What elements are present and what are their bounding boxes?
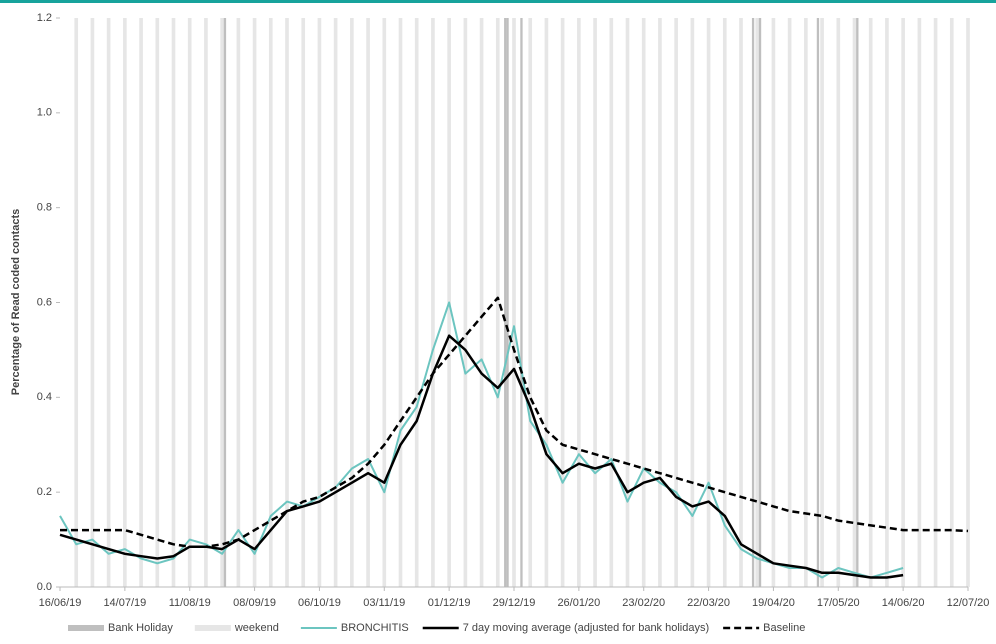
- x-tick-label: 11/08/19: [169, 597, 211, 609]
- legend-label: Bank Holiday: [108, 622, 173, 634]
- x-tick-label: 14/07/19: [103, 597, 146, 609]
- weekend-band: [333, 18, 338, 587]
- weekend-band: [366, 18, 370, 587]
- x-tick-label: 23/02/20: [622, 597, 665, 609]
- series-line: [59, 301, 904, 579]
- bank-holiday-band: [816, 18, 820, 587]
- x-tick-label: 14/06/20: [882, 597, 925, 609]
- bank-holiday-band: [751, 18, 755, 587]
- x-tick-label: 19/04/20: [752, 597, 795, 609]
- x-tick-label: 29/12/19: [493, 597, 536, 609]
- weekend-band: [139, 18, 143, 587]
- weekend-band: [285, 18, 289, 587]
- weekend-band: [868, 18, 873, 587]
- y-tick-label: 0.4: [37, 391, 52, 403]
- weekend-band: [544, 18, 549, 587]
- bank-holiday-band: [506, 18, 509, 587]
- x-tick-label: 22/03/20: [687, 597, 730, 609]
- legend-swatch: [68, 625, 104, 631]
- weekend-band: [431, 18, 435, 587]
- x-tick-label: 16/06/19: [39, 597, 82, 609]
- weekend-band: [317, 18, 322, 587]
- weekend-band: [658, 18, 662, 587]
- weekend-band: [268, 18, 273, 587]
- x-tick-label: 03/11/19: [363, 597, 405, 609]
- weekend-band: [933, 18, 938, 587]
- weekend-band: [123, 18, 127, 587]
- weekend-band: [820, 18, 824, 587]
- y-tick-label: 0.6: [37, 296, 52, 308]
- weekend-band: [236, 18, 241, 587]
- y-axis-title: Percentage of Read coded contacts: [10, 209, 22, 395]
- weekend-band: [301, 18, 306, 587]
- weekend-band: [787, 18, 792, 587]
- weekend-band: [609, 18, 614, 587]
- x-tick-label: 08/09/19: [233, 597, 276, 609]
- weekend-band: [739, 18, 743, 587]
- weekend-band: [852, 18, 857, 587]
- weekend-band: [398, 18, 403, 587]
- weekend-band: [885, 18, 889, 587]
- weekend-band: [690, 18, 695, 587]
- legend-label: 7 day moving average (adjusted for bank …: [463, 622, 709, 634]
- series-line: [59, 334, 904, 579]
- bank-holiday-band: [504, 18, 507, 587]
- series-line: [60, 296, 969, 548]
- weekend-band: [641, 18, 646, 587]
- weekend-band: [90, 18, 95, 587]
- y-tick-label: 0.2: [37, 486, 52, 498]
- weekend-band: [350, 18, 354, 587]
- x-tick-label: 17/05/20: [817, 597, 860, 609]
- weekend-band: [495, 18, 500, 587]
- legend-swatch: [194, 625, 231, 631]
- weekend-band: [106, 18, 111, 587]
- weekend-band: [722, 18, 727, 587]
- weekend-band: [674, 18, 678, 587]
- weekend-band: [966, 18, 970, 587]
- x-tick-label: 26/01/20: [557, 597, 600, 609]
- y-tick-label: 1.2: [37, 12, 52, 24]
- weekend-band: [917, 18, 922, 587]
- y-tick-label: 0.8: [37, 202, 52, 214]
- weekend-band: [836, 18, 841, 587]
- y-tick-label: 0.0: [37, 581, 52, 593]
- y-tick-label: 1.0: [37, 107, 52, 119]
- weekend-band: [382, 18, 387, 587]
- weekend-band: [155, 18, 160, 587]
- weekend-band: [804, 18, 808, 587]
- legend-label: BRONCHITIS: [341, 622, 409, 634]
- x-tick-label: 01/12/19: [428, 597, 471, 609]
- weekend-band: [901, 18, 905, 587]
- weekend-band: [512, 18, 516, 587]
- weekend-band: [414, 18, 419, 587]
- weekend-band: [220, 18, 224, 587]
- x-tick-label: 12/07/20: [947, 597, 990, 609]
- weekend-band: [755, 18, 760, 587]
- weekend-band: [463, 18, 468, 587]
- weekend-band: [252, 18, 257, 587]
- legend-label: weekend: [234, 622, 279, 634]
- weekend-band: [593, 18, 597, 587]
- legend-label: Baseline: [763, 622, 805, 634]
- weekend-band: [771, 18, 776, 587]
- weekend-band: [625, 18, 630, 587]
- bank-holiday-band: [758, 18, 762, 587]
- top-rule: [0, 0, 996, 3]
- weekend-band: [187, 18, 192, 587]
- weekend-band: [577, 18, 581, 587]
- weekend-band: [706, 18, 711, 587]
- bank-holiday-band: [223, 18, 227, 587]
- weekend-band: [171, 18, 176, 587]
- bank-holiday-band: [520, 18, 523, 587]
- weekend-band: [949, 18, 954, 587]
- weekend-band: [560, 18, 565, 587]
- weekend-band: [74, 18, 79, 587]
- x-tick-label: 06/10/19: [298, 597, 341, 609]
- weekend-band: [204, 18, 208, 587]
- weekend-band: [528, 18, 533, 587]
- weekend-band: [479, 18, 484, 587]
- bank-holiday-band: [856, 18, 859, 587]
